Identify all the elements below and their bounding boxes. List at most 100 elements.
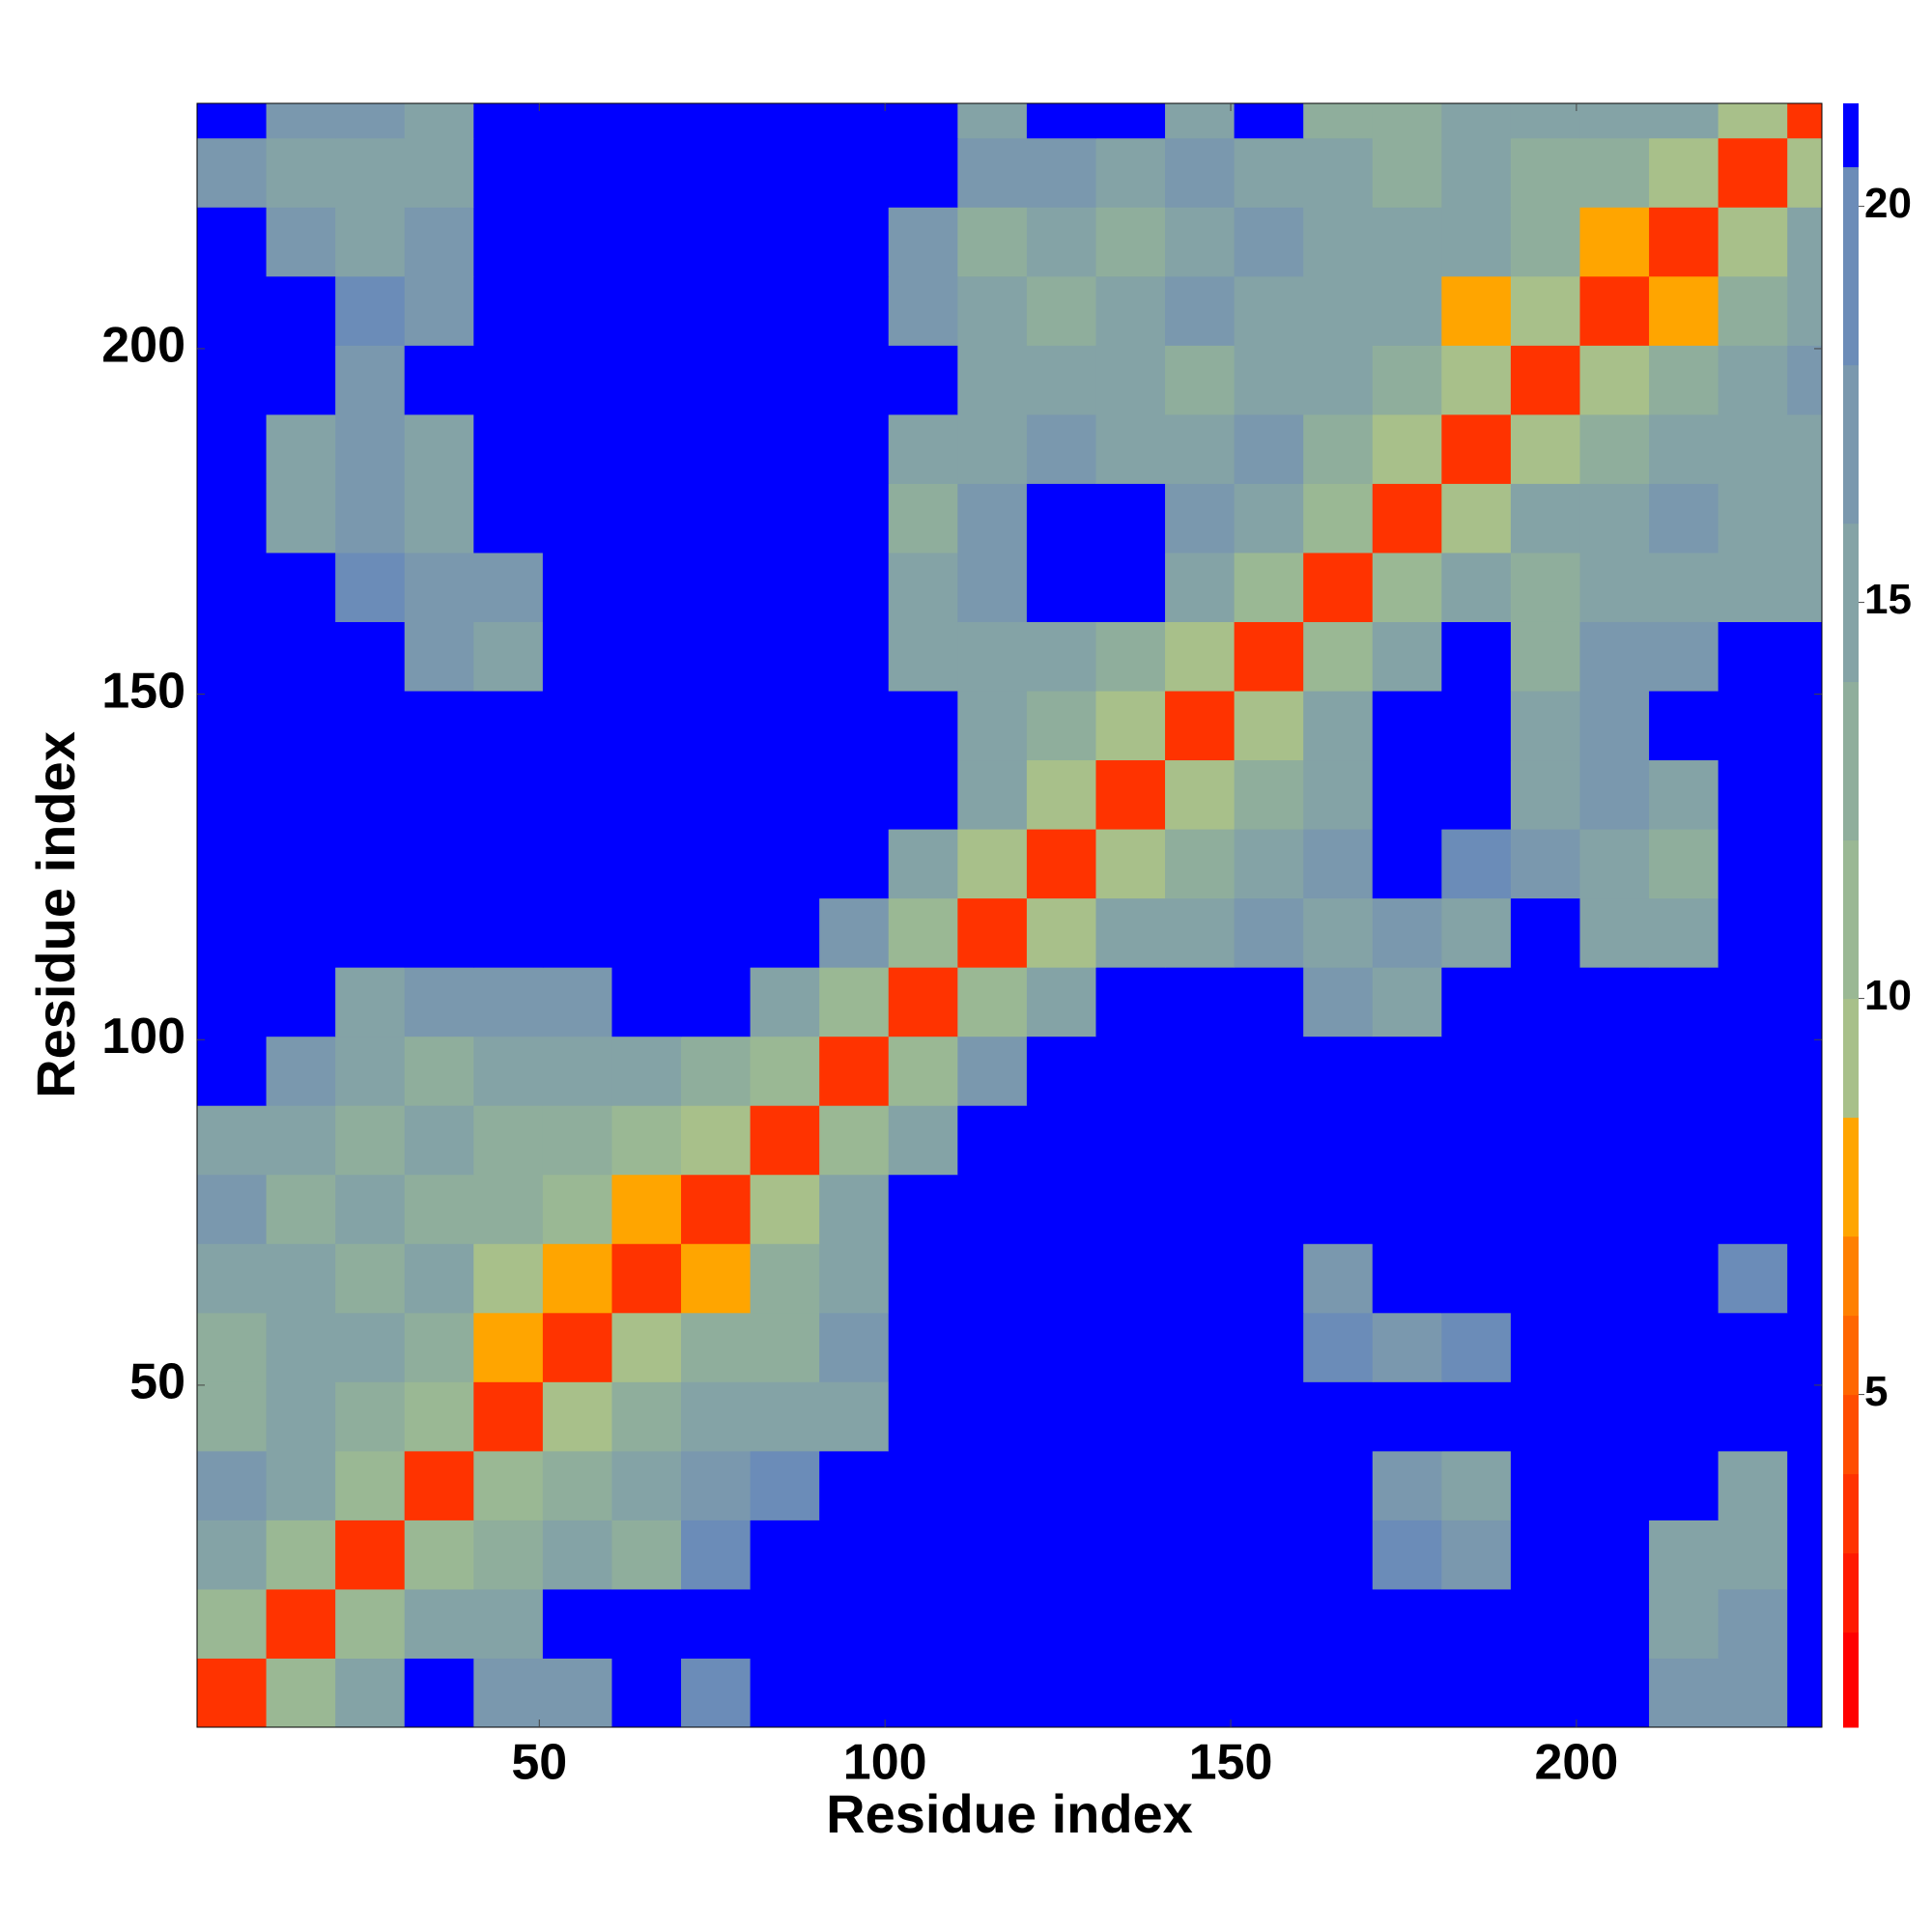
- heatmap-cell: [1649, 1243, 1719, 1314]
- heatmap-cell: [611, 1036, 682, 1106]
- heatmap-cell: [197, 1588, 268, 1659]
- heatmap-cell: [542, 483, 612, 554]
- heatmap-cell: [819, 207, 890, 277]
- heatmap-cell: [266, 897, 336, 968]
- heatmap-cell: [957, 345, 1028, 415]
- heatmap-cell: [957, 691, 1028, 761]
- heatmap-cell: [1234, 1312, 1304, 1382]
- heatmap-cell: [473, 1174, 544, 1244]
- heatmap-cell: [1026, 207, 1096, 277]
- colorbar-segment: [1843, 998, 1859, 1119]
- heatmap-cell: [957, 1450, 1028, 1520]
- heatmap-cell: [1303, 483, 1374, 554]
- heatmap-cell: [1787, 483, 1823, 554]
- heatmap-cell: [1234, 103, 1304, 139]
- heatmap-cell: [473, 345, 544, 415]
- heatmap-cell: [1165, 103, 1236, 139]
- heatmap-cell: [1510, 1036, 1580, 1106]
- heatmap-cell: [957, 1312, 1028, 1382]
- heatmap-cell: [957, 1105, 1028, 1176]
- heatmap-cell: [957, 1036, 1028, 1106]
- heatmap-cell: [473, 1312, 544, 1382]
- heatmap-cell: [888, 345, 958, 415]
- heatmap-cell: [335, 1312, 406, 1382]
- heatmap-cell: [473, 1243, 544, 1314]
- heatmap-cell: [1718, 552, 1788, 622]
- heatmap-cell: [1441, 621, 1512, 692]
- colorbar-segment: [1843, 1632, 1859, 1728]
- heatmap-cell: [1718, 1520, 1788, 1590]
- heatmap-cell: [611, 207, 682, 277]
- heatmap-cell: [1095, 1312, 1166, 1382]
- heatmap-cell: [1510, 1312, 1580, 1382]
- heatmap-cell: [197, 1036, 268, 1106]
- heatmap-cell: [957, 207, 1028, 277]
- heatmap-cell: [542, 897, 612, 968]
- heatmap-cell: [1718, 897, 1788, 968]
- heatmap-cell: [819, 829, 890, 899]
- heatmap-cell: [1579, 967, 1650, 1037]
- heatmap-cell: [1026, 1588, 1096, 1659]
- heatmap-cell: [335, 1450, 406, 1520]
- heatmap-cell: [1579, 207, 1650, 277]
- heatmap-cell: [1026, 759, 1096, 830]
- heatmap-cell: [888, 1174, 958, 1244]
- heatmap-cell: [197, 483, 268, 554]
- heatmap-cell: [1649, 103, 1719, 139]
- heatmap-cell: [1649, 759, 1719, 830]
- heatmap-cell: [1234, 691, 1304, 761]
- heatmap-cell: [1372, 1658, 1442, 1728]
- heatmap-cell: [1303, 207, 1374, 277]
- x-tick-label: 50: [511, 1735, 567, 1791]
- heatmap-cell: [404, 1520, 474, 1590]
- heatmap-cell: [681, 207, 752, 277]
- heatmap-cell: [404, 1105, 474, 1176]
- heatmap-cell: [542, 275, 612, 346]
- heatmap-cell: [888, 897, 958, 968]
- heatmap-cell: [1579, 1381, 1650, 1452]
- heatmap-cell: [957, 552, 1028, 622]
- y-axis-label: Residue index: [25, 731, 86, 1098]
- heatmap-cell: [957, 1174, 1028, 1244]
- heatmap-cell: [1303, 1036, 1374, 1106]
- heatmap-cell: [1649, 1450, 1719, 1520]
- heatmap-cell: [1165, 413, 1236, 484]
- heatmap-cell: [1579, 759, 1650, 830]
- heatmap-cell: [681, 275, 752, 346]
- heatmap-cell: [1303, 621, 1374, 692]
- heatmap-cell: [681, 1381, 752, 1452]
- heatmap-cell: [1510, 1588, 1580, 1659]
- heatmap-cell: [681, 967, 752, 1037]
- heatmap-cell: [888, 1381, 958, 1452]
- heatmap-cell: [266, 1036, 336, 1106]
- heatmap-cell: [1579, 1105, 1650, 1176]
- heatmap-cell: [819, 897, 890, 968]
- heatmap-cell: [1787, 621, 1823, 692]
- colorbar-tick-label: 10: [1864, 972, 1912, 1019]
- heatmap-cell: [1372, 1588, 1442, 1659]
- heatmap-cell: [1165, 967, 1236, 1037]
- heatmap-cell: [1026, 1243, 1096, 1314]
- heatmap-cell: [611, 1312, 682, 1382]
- colorbar-segment: [1843, 1473, 1859, 1554]
- heatmap-cell: [1372, 1450, 1442, 1520]
- heatmap-cell: [1234, 552, 1304, 622]
- heatmap-cell: [1718, 275, 1788, 346]
- heatmap-cell: [1026, 483, 1096, 554]
- heatmap-cell: [750, 759, 820, 830]
- heatmap-cell: [1649, 1658, 1719, 1728]
- heatmap-cell: [1649, 275, 1719, 346]
- heatmap-cell: [542, 137, 612, 208]
- heatmap-cell: [957, 413, 1028, 484]
- heatmap-cell: [1165, 1312, 1236, 1382]
- heatmap-cell: [750, 1036, 820, 1106]
- heatmap-cell: [1579, 1243, 1650, 1314]
- heatmap-cell: [1718, 621, 1788, 692]
- heatmap-cell: [1510, 1520, 1580, 1590]
- heatmap-cell: [1718, 103, 1788, 139]
- heatmap-cell: [1441, 207, 1512, 277]
- heatmap-cell: [404, 897, 474, 968]
- heatmap-cell: [1787, 967, 1823, 1037]
- heatmap-cell: [957, 103, 1028, 139]
- heatmap-cell: [1579, 621, 1650, 692]
